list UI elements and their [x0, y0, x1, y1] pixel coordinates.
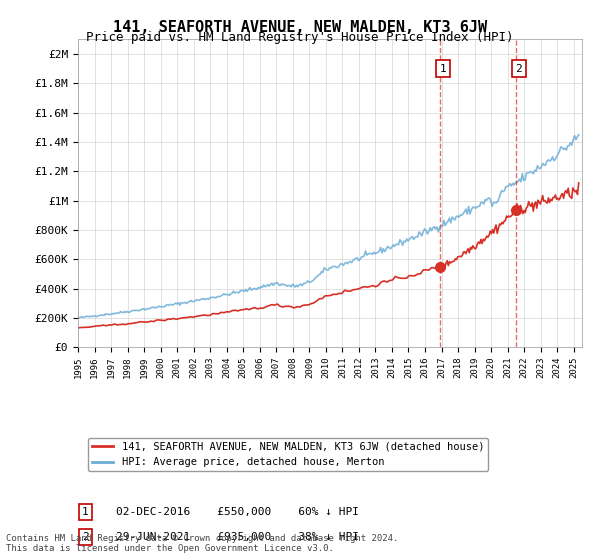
Legend: 141, SEAFORTH AVENUE, NEW MALDEN, KT3 6JW (detached house), HPI: Average price, : 141, SEAFORTH AVENUE, NEW MALDEN, KT3 6J…	[88, 438, 488, 472]
Text: 29-JUN-2021    £935,000    38% ↓ HPI: 29-JUN-2021 £935,000 38% ↓ HPI	[116, 532, 359, 542]
Text: 2: 2	[82, 532, 89, 542]
Text: 1: 1	[440, 63, 446, 73]
Text: 141, SEAFORTH AVENUE, NEW MALDEN, KT3 6JW: 141, SEAFORTH AVENUE, NEW MALDEN, KT3 6J…	[113, 20, 487, 35]
Text: Contains HM Land Registry data © Crown copyright and database right 2024.
This d: Contains HM Land Registry data © Crown c…	[6, 534, 398, 553]
Text: 2: 2	[515, 63, 522, 73]
Text: 02-DEC-2016    £550,000    60% ↓ HPI: 02-DEC-2016 £550,000 60% ↓ HPI	[116, 507, 359, 517]
Text: 1: 1	[82, 507, 89, 517]
Text: Price paid vs. HM Land Registry's House Price Index (HPI): Price paid vs. HM Land Registry's House …	[86, 31, 514, 44]
